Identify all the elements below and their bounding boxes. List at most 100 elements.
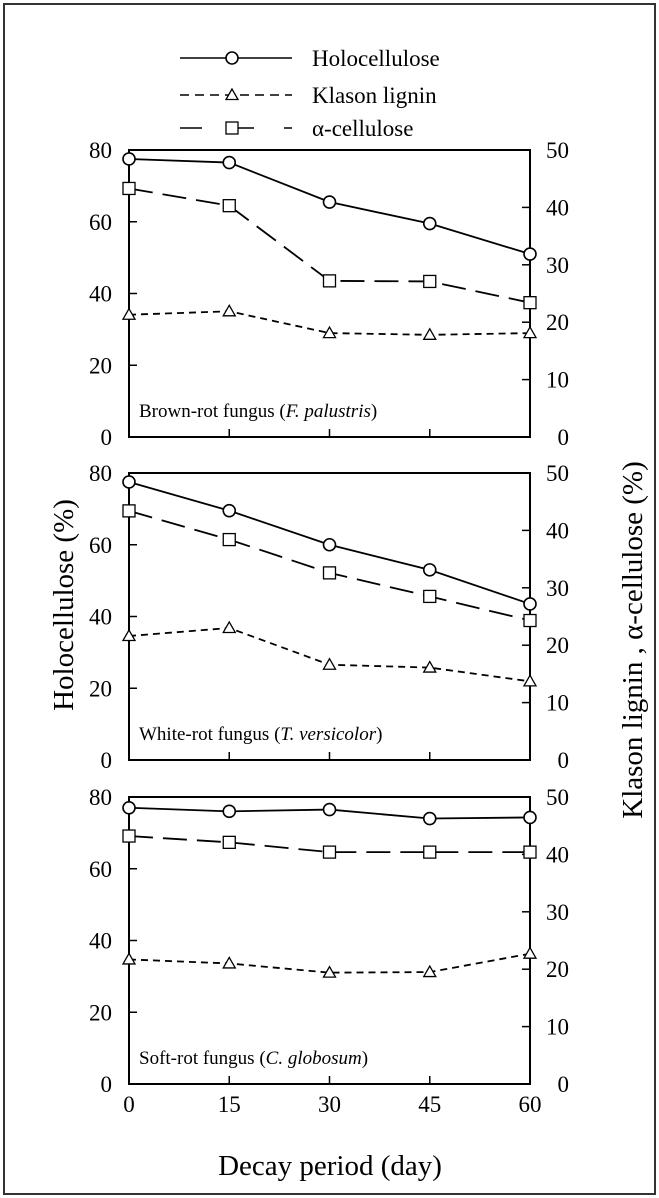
y-right-tick-label: 50	[546, 785, 569, 810]
data-point-klason-lignin	[522, 325, 538, 339]
y-left-tick-label: 0	[101, 425, 113, 450]
data-point-klason-lignin	[322, 325, 337, 339]
y-right-tick-label: 10	[546, 368, 569, 393]
y-axis-title-right: Klason lignin , α-cellulose (%)	[617, 461, 649, 818]
y-right-tick-label: 40	[546, 518, 569, 543]
data-point-holocellulose	[122, 152, 136, 166]
data-point-alpha-cellulose	[122, 829, 136, 843]
data-point-alpha-cellulose	[423, 589, 437, 604]
data-point-alpha-cellulose	[523, 845, 537, 859]
y-left-tick-label: 40	[89, 282, 112, 307]
data-point-holocellulose	[222, 804, 237, 819]
data-point-klason-lignin	[422, 660, 437, 673]
data-point-holocellulose	[122, 800, 136, 815]
series-line-klason-lignin	[128, 952, 531, 974]
y-left-tick-label: 80	[89, 461, 112, 486]
y-right-tick-label: 40	[546, 195, 569, 220]
legend-label-klason-lignin: Klason lignin	[312, 83, 437, 108]
x-tick-label: 45	[418, 1092, 441, 1117]
data-point-klason-lignin	[121, 628, 137, 642]
y-right-tick-label: 20	[546, 633, 569, 658]
data-point-holocellulose	[523, 597, 537, 611]
data-point-holocellulose	[523, 810, 537, 825]
panel-label: White-rot fungus (T. versicolor)	[139, 724, 382, 745]
data-point-klason-lignin	[222, 303, 237, 317]
panel-label: Soft-rot fungus (C. globosum)	[139, 1048, 368, 1069]
data-point-klason-lignin	[121, 307, 137, 320]
data-point-klason-lignin	[522, 946, 538, 959]
y-right-tick-label: 0	[558, 748, 570, 773]
y-right-tick-label: 10	[546, 1015, 569, 1040]
data-point-holocellulose	[322, 195, 337, 209]
data-point-alpha-cellulose	[322, 566, 337, 580]
data-point-alpha-cellulose	[122, 504, 136, 518]
x-tick-label: 15	[218, 1092, 241, 1117]
y-left-tick-label: 0	[101, 748, 113, 773]
data-point-holocellulose	[422, 216, 437, 231]
data-point-klason-lignin	[222, 956, 237, 969]
data-point-holocellulose	[523, 247, 537, 261]
y-axis-title-left: Holocellulose (%)	[48, 499, 80, 711]
data-point-alpha-cellulose	[523, 613, 537, 628]
y-right-tick-label: 30	[546, 576, 569, 601]
data-point-holocellulose	[322, 537, 337, 552]
data-point-alpha-cellulose	[122, 181, 136, 196]
y-left-tick-label: 60	[89, 533, 112, 558]
data-point-holocellulose	[322, 802, 337, 817]
x-tick-label: 0	[123, 1092, 135, 1117]
data-point-klason-lignin	[422, 964, 437, 978]
data-point-holocellulose	[122, 475, 136, 489]
y-right-tick-label: 30	[546, 900, 569, 925]
legend: Holocellulose Klason lignin α-cellulose	[180, 46, 440, 141]
y-left-tick-label: 60	[89, 857, 112, 882]
y-right-tick-label: 10	[546, 691, 569, 716]
data-point-klason-lignin	[522, 674, 538, 687]
legend-label-alpha-cellulose: α-cellulose	[312, 116, 413, 141]
legend-marker-klason-lignin	[224, 87, 240, 101]
data-point-alpha-cellulose	[322, 274, 337, 288]
y-right-tick-label: 20	[546, 957, 569, 982]
data-point-holocellulose	[222, 155, 237, 170]
x-tick-label: 30	[318, 1092, 341, 1117]
y-right-tick-label: 50	[546, 461, 569, 486]
y-right-tick-label: 30	[546, 253, 569, 278]
data-point-klason-lignin	[121, 952, 137, 965]
data-point-alpha-cellulose	[222, 532, 236, 547]
data-point-klason-lignin	[322, 657, 337, 670]
y-left-tick-label: 40	[89, 605, 112, 630]
data-point-alpha-cellulose	[222, 199, 236, 213]
y-left-tick-label: 40	[89, 929, 112, 954]
y-left-tick-label: 80	[89, 138, 112, 163]
y-right-tick-label: 20	[546, 310, 569, 335]
y-left-tick-label: 20	[89, 1000, 112, 1025]
y-left-tick-label: 0	[101, 1072, 113, 1097]
y-right-tick-label: 50	[546, 138, 569, 163]
data-point-alpha-cellulose	[423, 845, 437, 859]
chart-panel-3: 0 20 40 60 80 0 10 20 30 40 50 0 15 30 45 60 Soft-rot fu…	[89, 785, 569, 1117]
data-point-alpha-cellulose	[523, 296, 537, 310]
data-point-klason-lignin	[222, 620, 237, 634]
panels: 0 20 40 60 80 0 10 20 30 40 50 Brown-rot fungus (F.…	[89, 138, 569, 1117]
y-right-tick-label: 0	[558, 1072, 570, 1097]
chart-panel-1: 0 20 40 60 80 0 10 20 30 40 50 Brown-rot fungus (F.…	[89, 138, 569, 450]
x-axis-title: Decay period (day)	[218, 1150, 442, 1182]
data-point-alpha-cellulose	[322, 845, 337, 859]
x-tick-label: 60	[519, 1092, 542, 1117]
y-left-tick-label: 20	[89, 676, 112, 701]
panel-label: Brown-rot fungus (F. palustris)	[139, 401, 377, 422]
legend-marker-holocellulose	[225, 51, 239, 65]
data-point-alpha-cellulose	[222, 835, 236, 849]
y-right-tick-label: 40	[546, 842, 569, 867]
y-right-tick-label: 0	[558, 425, 570, 450]
y-left-tick-label: 80	[89, 785, 112, 810]
y-left-tick-label: 20	[89, 353, 112, 378]
data-point-holocellulose	[222, 503, 237, 518]
legend-label-holocellulose: Holocellulose	[312, 46, 440, 71]
data-point-alpha-cellulose	[423, 274, 437, 289]
chart-panel-2: 0 20 40 60 80 0 10 20 30 40 50 White-rot fungus (T.…	[89, 461, 569, 773]
data-point-klason-lignin	[422, 327, 437, 340]
data-point-klason-lignin	[322, 965, 337, 978]
data-point-holocellulose	[422, 811, 437, 826]
legend-marker-alpha-cellulose	[225, 121, 239, 135]
